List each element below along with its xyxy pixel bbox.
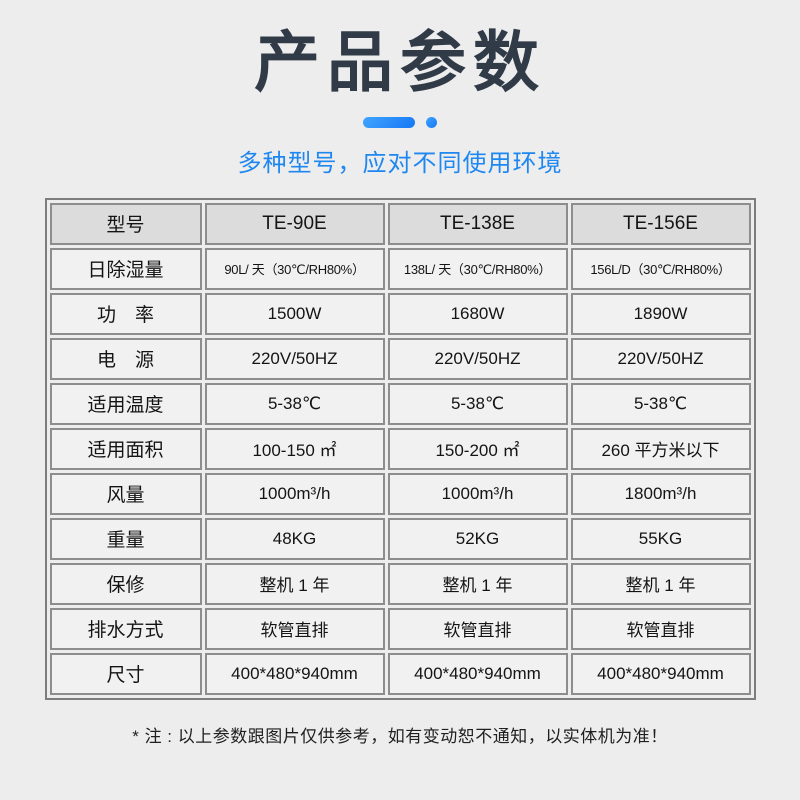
spec-table: 型号 TE-90E TE-138E TE-156E 日除湿量 90L/ 天（30… (44, 197, 756, 700)
title-accent (0, 116, 800, 128)
accent-dot-icon (426, 116, 437, 128)
spec-cell: 软管直排 (387, 607, 568, 650)
row-label: 排水方式 (49, 607, 202, 650)
spec-cell: 1000m³/h (204, 472, 385, 515)
row-label: 功 率 (49, 292, 202, 335)
column-header-model: 型号 (49, 202, 202, 245)
spec-table-header-row: 型号 TE-90E TE-138E TE-156E (49, 202, 751, 245)
table-row-drainage: 排水方式 软管直排 软管直排 软管直排 (49, 607, 751, 650)
column-header-te156e: TE-156E (570, 202, 751, 245)
disclaimer-note: * 注 : 以上参数跟图片仅供参考，如有变动恕不通知，以实体机为准！ (132, 726, 668, 746)
spec-cell: 48KG (204, 517, 385, 560)
spec-cell: 1800m³/h (570, 472, 751, 515)
row-label: 电 源 (49, 337, 202, 380)
spec-cell: 220V/50HZ (204, 337, 385, 380)
spec-cell: 5-38℃ (204, 382, 385, 425)
row-label: 保修 (49, 562, 202, 605)
spec-cell: 260 平方米以下 (570, 427, 751, 470)
table-row-power: 功 率 1500W 1680W 1890W (49, 292, 751, 335)
row-label: 尺寸 (49, 652, 202, 695)
column-header-te138e: TE-138E (387, 202, 568, 245)
table-row-dimensions: 尺寸 400*480*940mm 400*480*940mm 400*480*9… (49, 652, 751, 695)
spec-cell: 5-38℃ (387, 382, 568, 425)
table-row-dehumidify: 日除湿量 90L/ 天（30℃/RH80%） 138L/ 天（30℃/RH80%… (49, 247, 751, 290)
spec-cell: 400*480*940mm (204, 652, 385, 695)
table-row-supply: 电 源 220V/50HZ 220V/50HZ 220V/50HZ (49, 337, 751, 380)
spec-cell: 156L/D（30℃/RH80%） (570, 247, 751, 290)
spec-cell: 400*480*940mm (570, 652, 751, 695)
page-title: 产品参数 (254, 25, 546, 99)
spec-cell: 55KG (570, 517, 751, 560)
table-row-warranty: 保修 整机 1 年 整机 1 年 整机 1 年 (49, 562, 751, 605)
row-label: 适用温度 (49, 382, 202, 425)
spec-cell: 整机 1 年 (570, 562, 751, 605)
row-label: 重量 (49, 517, 202, 560)
row-label: 日除湿量 (49, 247, 202, 290)
table-row-area: 适用面积 100-150 ㎡ 150-200 ㎡ 260 平方米以下 (49, 427, 751, 470)
row-label: 适用面积 (49, 427, 202, 470)
row-label: 风量 (49, 472, 202, 515)
spec-cell: 220V/50HZ (570, 337, 751, 380)
spec-cell: 1890W (570, 292, 751, 335)
column-header-te90e: TE-90E (204, 202, 385, 245)
spec-cell: 150-200 ㎡ (387, 427, 568, 470)
accent-bar-icon (363, 116, 415, 128)
spec-cell: 400*480*940mm (387, 652, 568, 695)
spec-cell: 100-150 ㎡ (204, 427, 385, 470)
spec-cell: 5-38℃ (570, 382, 751, 425)
spec-cell: 1500W (204, 292, 385, 335)
spec-cell: 软管直排 (570, 607, 751, 650)
spec-cell: 1680W (387, 292, 568, 335)
spec-cell: 138L/ 天（30℃/RH80%） (387, 247, 568, 290)
spec-cell: 52KG (387, 517, 568, 560)
table-row-airflow: 风量 1000m³/h 1000m³/h 1800m³/h (49, 472, 751, 515)
spec-cell: 软管直排 (204, 607, 385, 650)
table-row-temperature: 适用温度 5-38℃ 5-38℃ 5-38℃ (49, 382, 751, 425)
page-header: 产品参数 多种型号，应对不同使用环境 (0, 0, 800, 178)
spec-cell: 1000m³/h (387, 472, 568, 515)
table-row-weight: 重量 48KG 52KG 55KG (49, 517, 751, 560)
spec-cell: 整机 1 年 (204, 562, 385, 605)
spec-cell: 220V/50HZ (387, 337, 568, 380)
spec-cell: 整机 1 年 (387, 562, 568, 605)
spec-cell: 90L/ 天（30℃/RH80%） (204, 247, 385, 290)
page-subtitle: 多种型号，应对不同使用环境 (237, 149, 563, 177)
